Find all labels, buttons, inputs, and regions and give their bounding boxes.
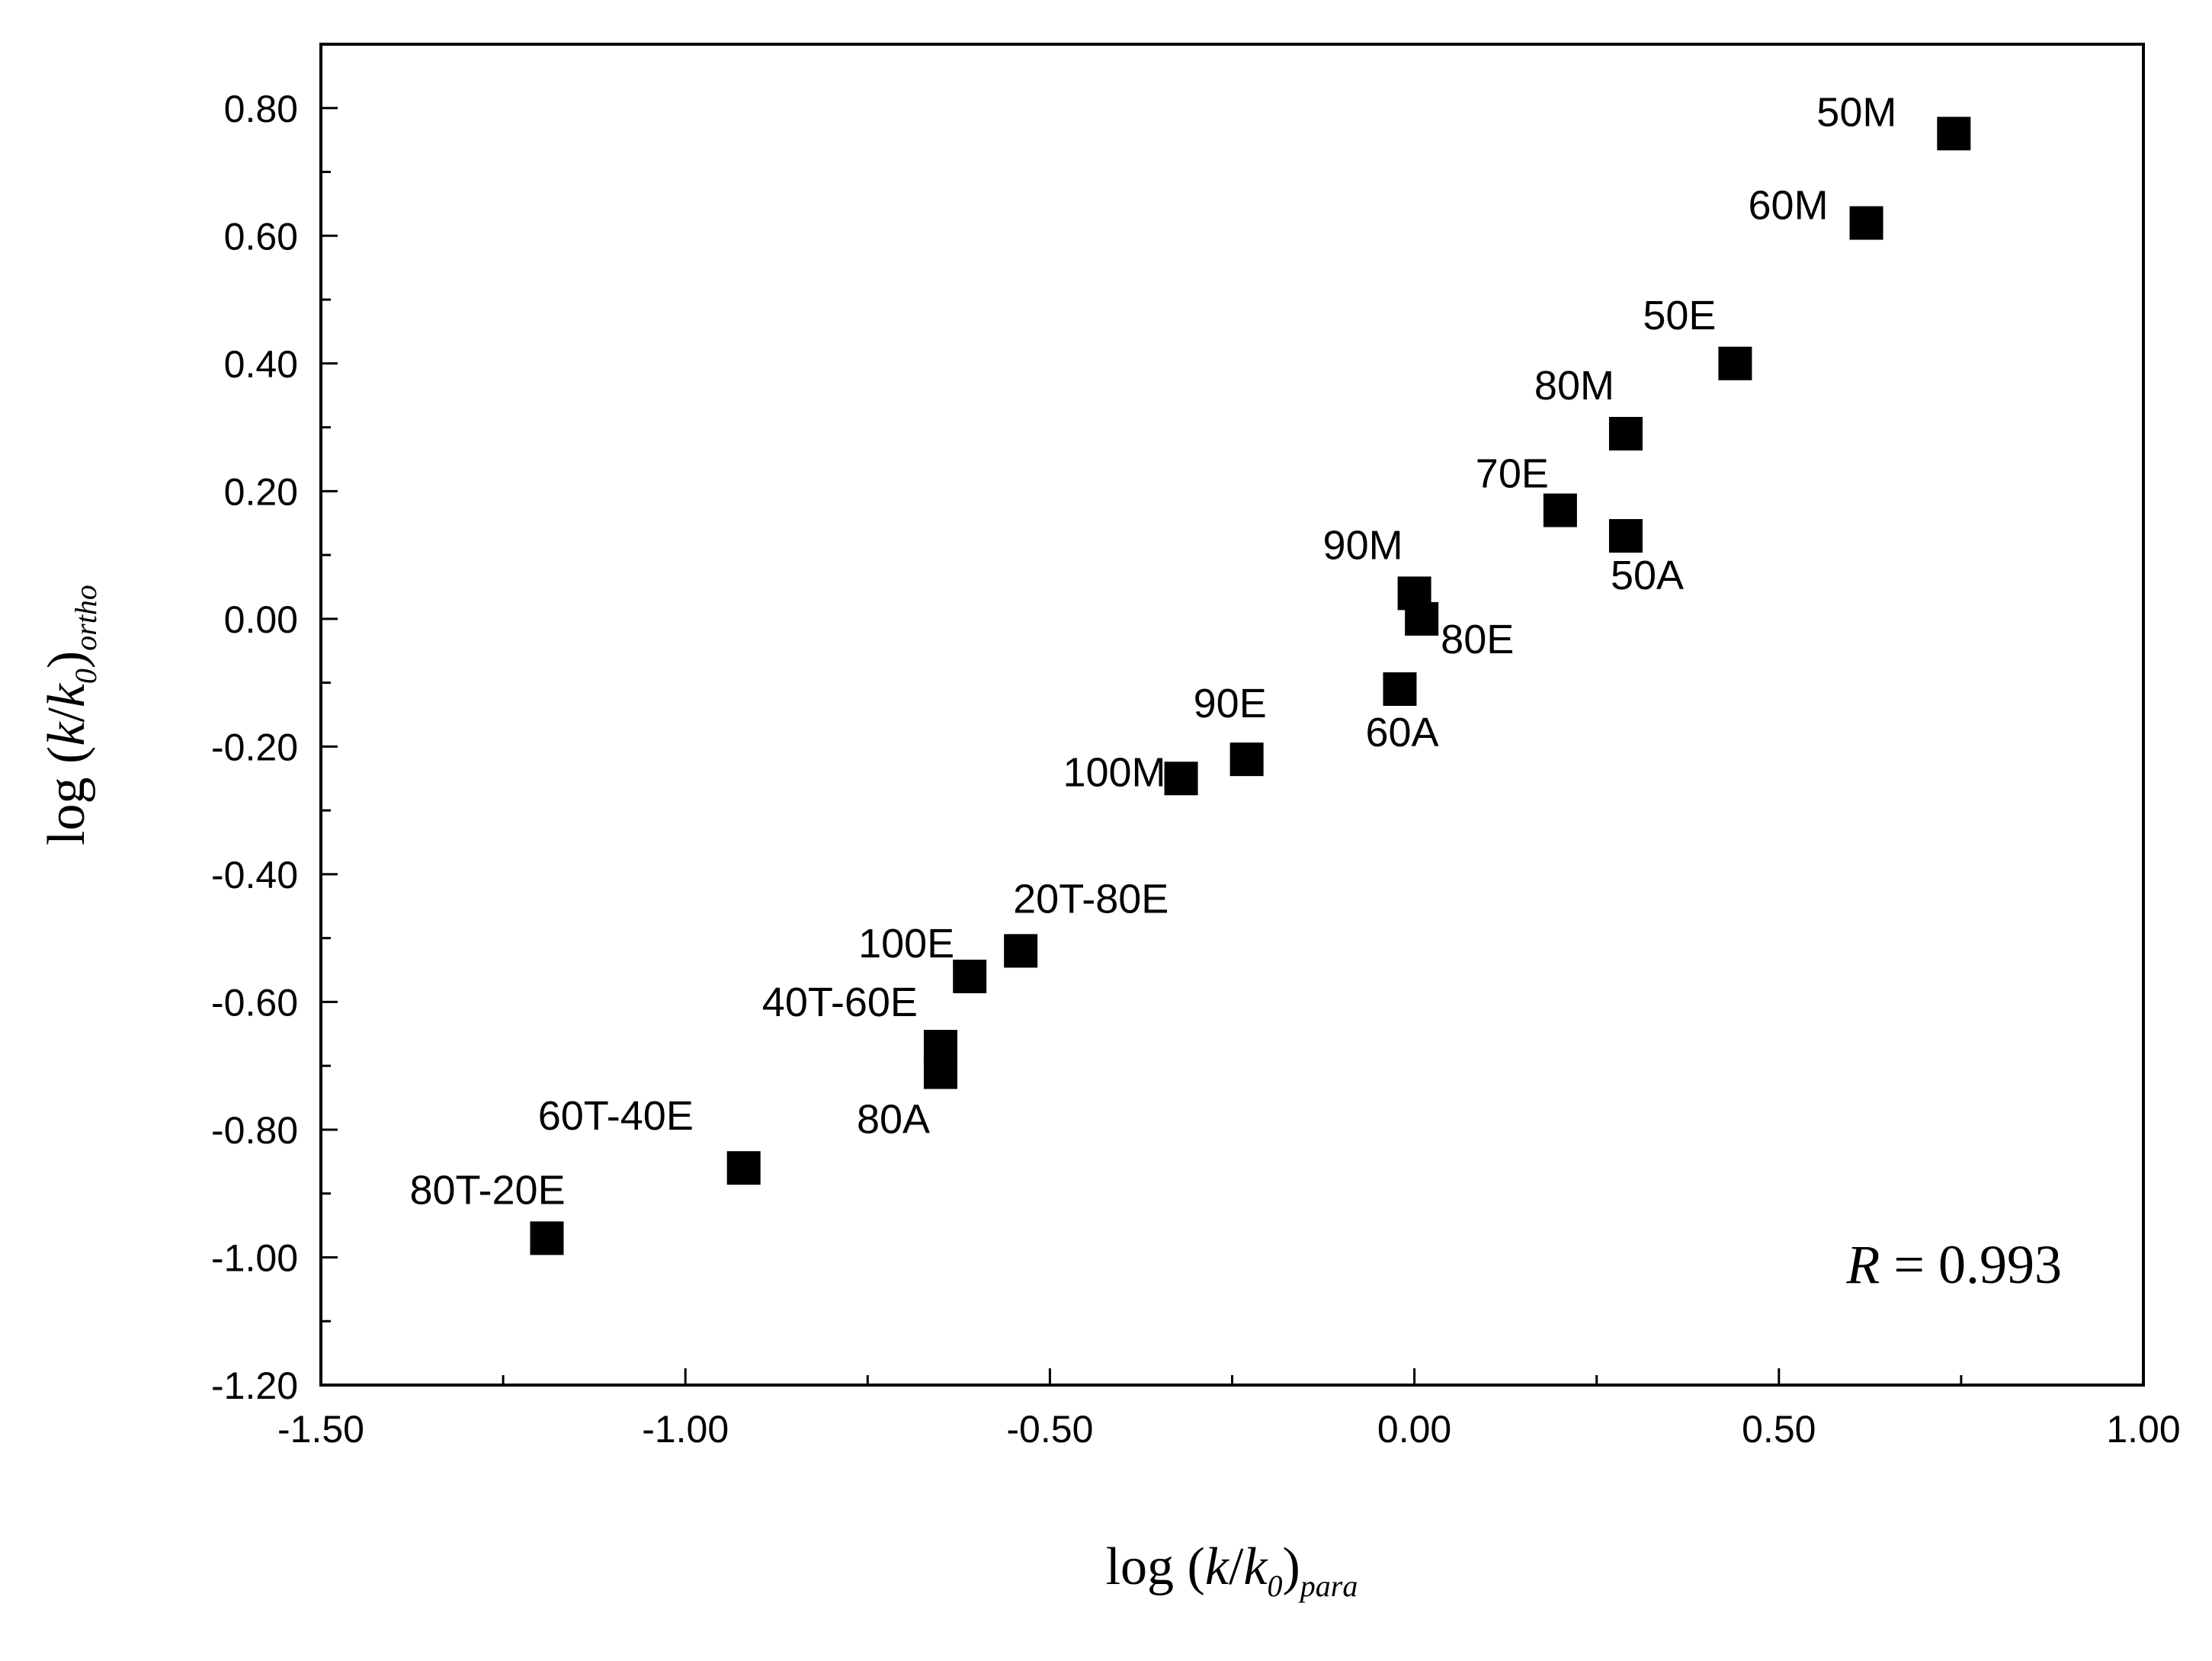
y-tick-label: 0.40	[224, 343, 298, 386]
x-tick-label: -1.00	[642, 1408, 729, 1451]
points-layer	[530, 117, 1971, 1255]
data-point	[1718, 346, 1752, 380]
y-axis-title-k: k	[37, 721, 96, 746]
data-point-label: 50M	[1816, 89, 1896, 135]
data-point	[530, 1221, 564, 1255]
data-point-label: 60M	[1749, 183, 1829, 229]
annotation-r-symbol: R	[1845, 1234, 1880, 1295]
x-axis-title-zero: 0	[1267, 1569, 1282, 1603]
y-axis-title-close: )	[37, 651, 96, 669]
data-point-label: 60T-40E	[538, 1093, 694, 1139]
ticks-layer: -1.50 -1.00 -0.50 0.00 0.50 1.00 -1.20 -1.00 -0.…	[211, 88, 2181, 1451]
data-point	[726, 1151, 761, 1185]
data-point-label: 80T-20E	[409, 1167, 565, 1213]
data-point	[1608, 518, 1643, 553]
y-tick-label: -0.40	[211, 854, 298, 896]
data-point	[1164, 762, 1198, 796]
data-point-label: 90M	[1323, 522, 1403, 568]
data-point	[1608, 416, 1643, 451]
x-axis-title-slash: /	[1229, 1538, 1244, 1596]
data-point-label: 80M	[1534, 363, 1614, 409]
x-axis-title-k0: k	[1243, 1538, 1268, 1596]
y-axis-title-slash: /	[37, 707, 96, 723]
x-axis-title-prefix: log (	[1106, 1538, 1205, 1596]
x-axis-title-sub: para	[1298, 1569, 1358, 1603]
x-axis-title-close: )	[1282, 1538, 1300, 1596]
y-axis-title-zero: 0	[69, 669, 103, 684]
y-tick-label: 0.00	[224, 598, 298, 641]
y-tick-label: 0.80	[224, 88, 298, 130]
x-tick-label: 0.50	[1742, 1408, 1816, 1451]
y-tick-label: 0.60	[224, 215, 298, 258]
point-labels-layer: 50M 60M 50E 80M 70E 50A 90M 80E 60A 90E 100M 20T-80…	[409, 89, 1896, 1213]
correlation-annotation: R = 0.993	[1845, 1234, 2062, 1295]
data-point-label: 90E	[1194, 681, 1267, 726]
data-point	[923, 1055, 957, 1089]
x-axis-title-k: k	[1205, 1538, 1230, 1596]
annotation-r-value: 0.993	[1938, 1234, 2062, 1295]
data-point-label: 60A	[1365, 710, 1438, 755]
data-point-label: 40T-60E	[762, 980, 918, 1025]
y-tick-label: 0.20	[224, 470, 298, 513]
data-point-label: 50A	[1611, 553, 1684, 598]
x-tick-label: 1.00	[2106, 1408, 2180, 1451]
data-point	[1937, 117, 1971, 151]
data-point	[953, 959, 987, 993]
data-point	[1004, 934, 1038, 968]
data-point	[1229, 742, 1264, 777]
y-axis-title-k0: k	[37, 682, 96, 707]
y-axis-title-prefix: log (	[37, 746, 96, 845]
data-point	[1849, 206, 1883, 240]
data-point-label: 80E	[1441, 617, 1514, 662]
data-point-label: 50E	[1643, 293, 1716, 338]
y-tick-label: -1.00	[211, 1236, 298, 1279]
data-point	[1383, 672, 1417, 706]
y-axis-title-sub: ortho	[69, 585, 103, 651]
y-tick-label: -1.20	[211, 1364, 298, 1407]
y-tick-label: -0.20	[211, 726, 298, 768]
plot-frame	[319, 43, 2145, 1387]
x-axis-title: log (k/k0)para	[1106, 1538, 1358, 1603]
data-point-label: 20T-80E	[1013, 876, 1169, 922]
x-tick-label: 0.00	[1377, 1408, 1451, 1451]
data-point-label: 80A	[857, 1097, 930, 1143]
y-tick-label: -0.80	[211, 1109, 298, 1152]
x-tick-label: -1.50	[277, 1408, 364, 1451]
data-point	[1405, 601, 1439, 636]
y-axis-title: log (k/k0)ortho	[37, 585, 103, 845]
data-point	[1543, 493, 1577, 527]
data-point-label: 100M	[1063, 749, 1165, 795]
data-point-label: 100E	[858, 921, 954, 967]
annotation-equals: =	[1880, 1234, 1938, 1295]
data-point-label: 70E	[1476, 451, 1549, 496]
x-tick-label: -0.50	[1006, 1408, 1093, 1451]
y-tick-label: -0.60	[211, 981, 298, 1024]
